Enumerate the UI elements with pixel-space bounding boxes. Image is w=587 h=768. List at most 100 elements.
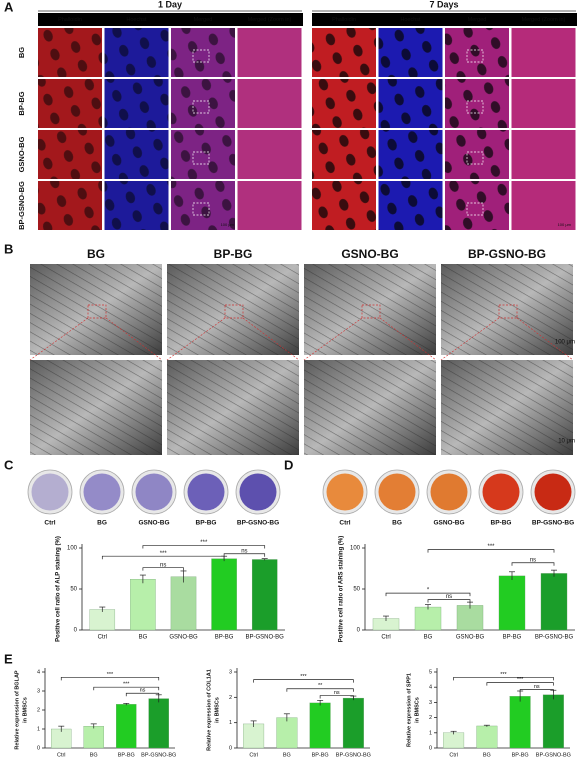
y-tick-label: 0	[429, 745, 432, 751]
bar	[116, 704, 137, 749]
y-tick-label: 0	[37, 745, 40, 751]
well-stain	[326, 473, 364, 511]
row-label: BP-BG	[17, 91, 26, 115]
bar	[509, 696, 531, 749]
fluorescence-image	[237, 79, 302, 128]
y-axis-label: Positive cell ratio of ARS staining (%)	[339, 536, 345, 642]
zoom-box	[192, 49, 210, 63]
panel-label: E	[4, 651, 13, 666]
well-stain	[239, 473, 277, 511]
significance-bracket	[427, 599, 471, 603]
zoom-box	[192, 151, 210, 165]
bar	[89, 609, 116, 631]
y-tick-label: 3	[229, 669, 232, 675]
well-label: BP-BG	[491, 520, 512, 527]
sem-texture	[167, 264, 299, 355]
y-tick-label: 0	[229, 745, 232, 751]
column-title: GSNO-BG	[341, 247, 398, 261]
x-tick-label: GSNO-BG	[169, 635, 198, 641]
significance-label: ns	[534, 684, 540, 690]
well-stain	[534, 473, 572, 511]
zoom-box	[466, 100, 484, 114]
x-tick-label: BP-GSNO-BG	[246, 635, 285, 641]
x-tick-label: Ctrl	[381, 635, 390, 641]
zoom-line	[105, 317, 163, 361]
sem-texture	[167, 360, 299, 455]
y-tick-label: 100	[67, 546, 78, 552]
zoom-box	[192, 202, 210, 216]
significance-bracket	[286, 688, 354, 692]
significance-bracket	[101, 555, 225, 560]
scale-bar-label: 100 μm	[221, 222, 235, 227]
scaffold-pores	[378, 79, 443, 128]
x-tick-label: Ctrl	[449, 752, 458, 758]
scaffold-pores	[312, 79, 376, 128]
x-tick-label: Ctrl	[249, 752, 258, 758]
scaffold-pores	[104, 79, 169, 128]
x-tick-label: BP-GSNO-BG	[536, 752, 571, 758]
bar	[130, 579, 156, 631]
significance-label: ns	[530, 557, 536, 563]
scaffold-pores	[312, 28, 376, 77]
column-title: BP-GSNO-BG	[468, 247, 546, 261]
scaffold-pores	[445, 181, 509, 230]
bar	[540, 573, 568, 631]
y-tick-label: 3	[37, 688, 40, 694]
significance-label: ***	[107, 672, 114, 678]
well-stain	[31, 473, 69, 511]
scaffold-pores	[378, 130, 443, 179]
x-tick-label: BP-GSNO-BG	[535, 635, 574, 641]
significance-label: ***	[123, 682, 130, 688]
group-title: 1 Day	[158, 0, 182, 9]
y-tick-label: 3	[429, 700, 432, 706]
x-tick-label: BP-GSNO-BG	[336, 752, 371, 758]
significance-bracket	[427, 549, 555, 553]
bar	[414, 606, 442, 631]
zoom-line	[166, 317, 226, 361]
zoom-box	[361, 304, 381, 319]
y-axis-label: Relative expression of BGLAP	[14, 670, 20, 749]
row-label: GSNO-BG	[17, 136, 26, 172]
sem-texture	[30, 264, 162, 355]
y-tick-label: 4	[429, 685, 432, 691]
bar	[476, 725, 498, 749]
bar	[211, 558, 237, 631]
scaffold-pores	[38, 130, 102, 179]
bar	[251, 559, 278, 631]
row-label: BP-GSNO-BG	[17, 181, 26, 230]
significance-label: **	[318, 683, 323, 689]
zoom-line	[303, 317, 363, 361]
y-tick-label: 50	[353, 587, 360, 593]
significance-bracket	[319, 695, 354, 699]
well-label: Ctrl	[339, 520, 350, 527]
scaffold-pores	[171, 28, 235, 77]
x-tick-label: BG	[90, 752, 98, 758]
scaffold-pores	[171, 79, 235, 128]
bar	[276, 717, 298, 749]
zoom-box	[466, 202, 484, 216]
significance-label: ns	[140, 688, 146, 694]
significance-label: ***	[487, 544, 495, 550]
fluorescence-image	[511, 181, 576, 230]
x-tick-label: GSNO-BG	[456, 635, 485, 641]
bar	[542, 694, 564, 749]
x-tick-label: BP-BG	[118, 752, 135, 758]
well-stain	[482, 473, 520, 511]
y-tick-label: 50	[70, 587, 77, 593]
y-axis-label: Relative expression of COL1A1	[206, 669, 212, 751]
fluorescence-image	[511, 28, 576, 77]
y-tick-label: 1	[429, 730, 432, 736]
row-label: BG	[17, 47, 26, 58]
zoom-line	[440, 317, 500, 361]
bar	[443, 732, 465, 749]
y-tick-label: 5	[429, 669, 432, 675]
y-tick-label: 2	[229, 695, 232, 701]
scaffold-pores	[171, 130, 235, 179]
y-tick-label: 0	[74, 628, 78, 634]
scale-bar-label: 100 μm	[558, 222, 572, 227]
scaffold-pores	[38, 181, 102, 230]
bar	[170, 576, 197, 631]
y-tick-label: 2	[429, 715, 432, 721]
